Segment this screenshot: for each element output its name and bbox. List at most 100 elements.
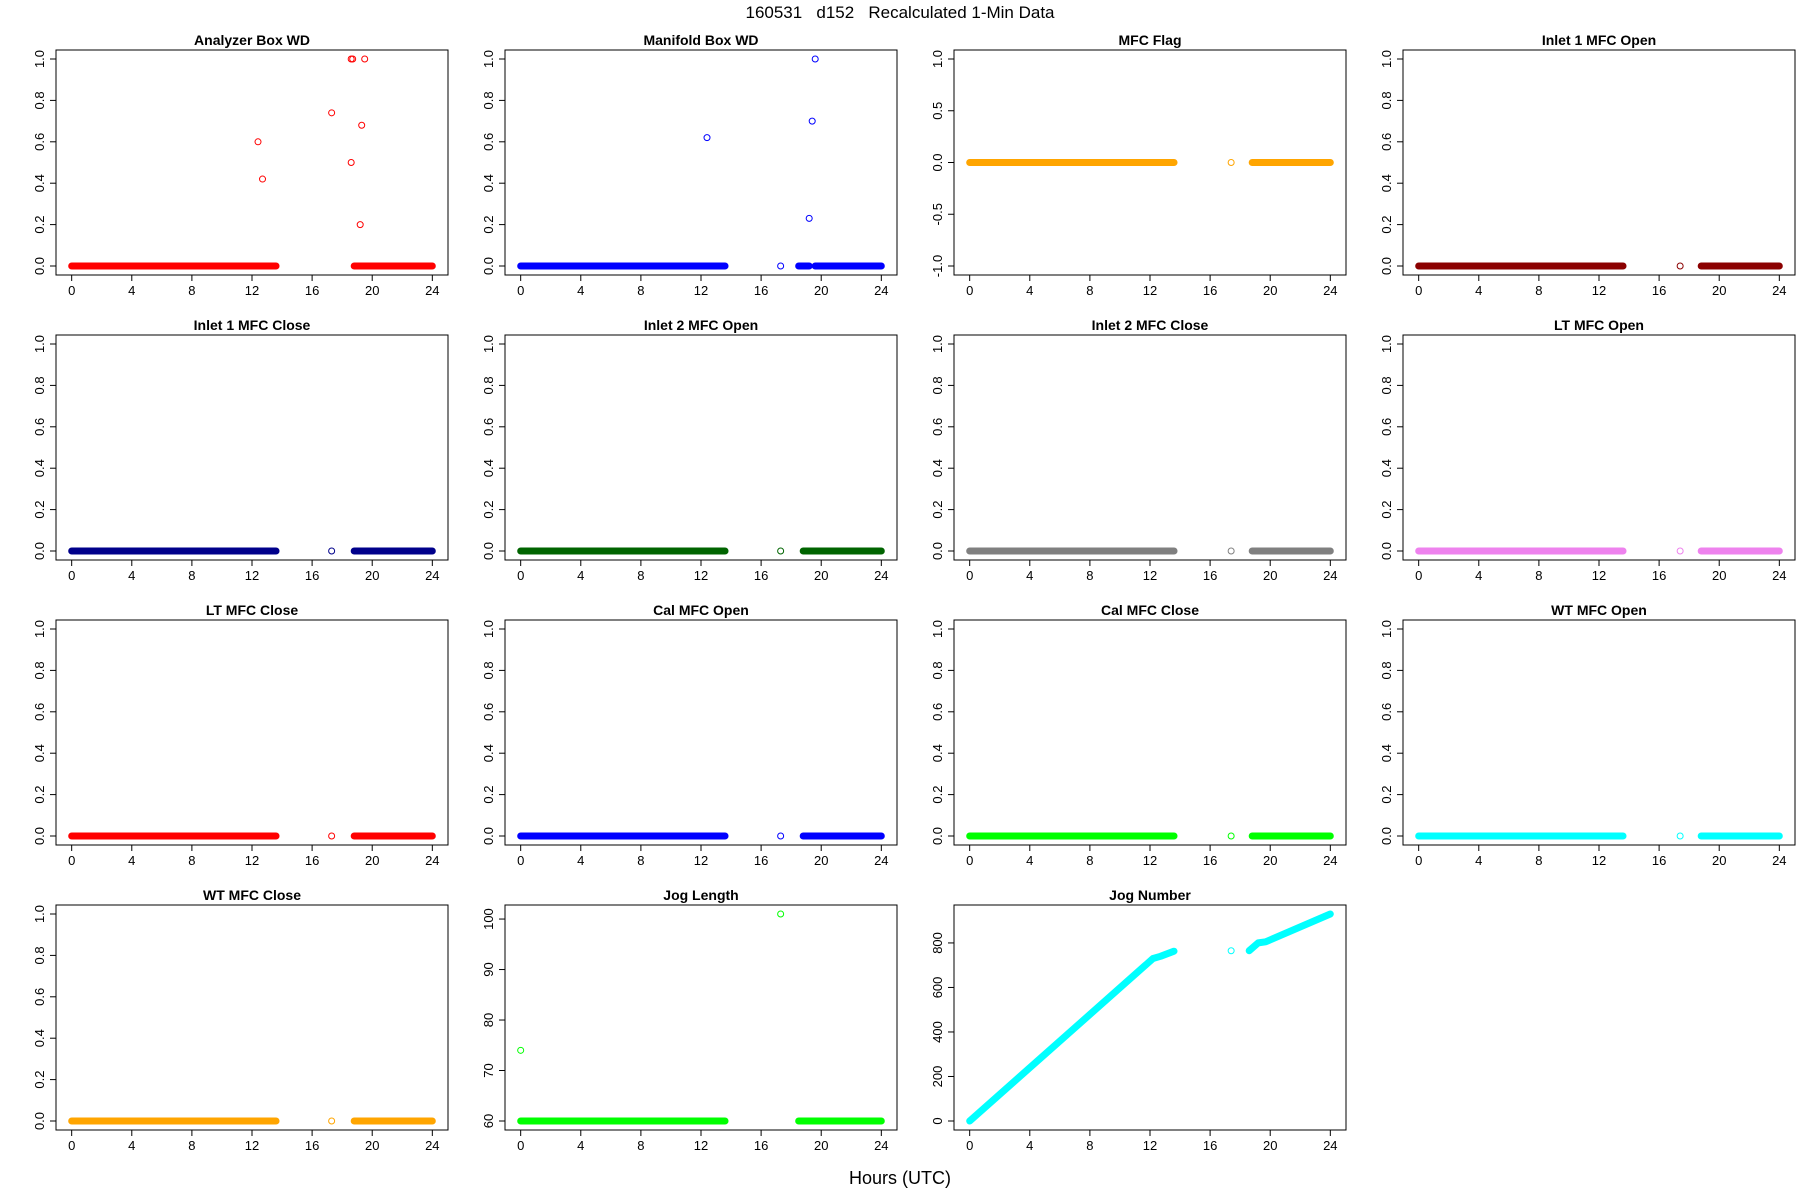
panel-title: WT MFC Open	[1551, 602, 1647, 618]
x-tick-label: 4	[1475, 853, 1482, 868]
y-tick-label: 0.5	[930, 102, 945, 120]
y-tick-label: 90	[481, 962, 496, 976]
y-tick-label: 0.4	[481, 174, 496, 192]
x-tick-label: 4	[577, 1138, 584, 1153]
y-tick-label: 0.4	[32, 744, 47, 762]
panel-11: Cal MFC Close 0 4 8 12 16 20 24 0.0 0.2 0.4 0.6 0.8 1…	[930, 602, 1347, 868]
data-point	[328, 109, 336, 117]
y-tick-label: 0.6	[481, 703, 496, 721]
y-tick-label: 0.4	[930, 459, 945, 477]
data-point	[328, 832, 336, 840]
y-tick-label: 0.6	[1379, 703, 1394, 721]
y-tick-label: 0.8	[481, 91, 496, 109]
x-tick-label: 4	[128, 283, 135, 298]
x-tick-label: 0	[517, 283, 524, 298]
y-tick-label: 0.4	[481, 459, 496, 477]
data-point	[811, 55, 819, 63]
x-tick-label: 4	[128, 568, 135, 583]
x-tick-label: 16	[305, 853, 319, 868]
x-tick-label: 4	[128, 853, 135, 868]
x-tick-label: 20	[365, 568, 379, 583]
panel-13: WT MFC Close 0 4 8 12 16 20 24 0.0 0.2 0.4 0.6 0.8 1.…	[32, 887, 449, 1153]
x-tick-label: 12	[694, 283, 708, 298]
data-layer	[68, 55, 436, 270]
plot-frame	[55, 904, 449, 1131]
x-tick-label: 4	[577, 853, 584, 868]
y-tick-label: 0.6	[481, 418, 496, 436]
x-tick-label: 8	[1086, 283, 1093, 298]
x-tick-label: 24	[874, 853, 888, 868]
panel-5: Inlet 1 MFC Close 0 4 8 12 16 20 24 0.0 0.2 0.4 0.6…	[32, 317, 449, 583]
data-point	[356, 221, 364, 229]
y-tick-label: 1.0	[481, 620, 496, 638]
x-tick-label: 20	[814, 853, 828, 868]
data-layer	[966, 159, 1334, 166]
plot-frame	[504, 334, 898, 561]
y-tick-label: 1.0	[1379, 335, 1394, 353]
y-tick-label: 0.2	[32, 216, 47, 234]
y-tick-label: 0.4	[481, 744, 496, 762]
data-layer	[1415, 547, 1783, 555]
x-tick-label: 4	[1475, 568, 1482, 583]
panel-14: Jog Length 0 4 8 12 16 20 24 60 70 80 90 100	[481, 887, 898, 1153]
x-tick-label: 4	[1026, 568, 1033, 583]
x-tick-label: 4	[1026, 853, 1033, 868]
x-tick-label: 16	[754, 283, 768, 298]
panel-9: LT MFC Close 0 4 8 12 16 20 24 0.0 0.2 0.4 0.6 0.8 1.…	[32, 602, 449, 868]
panel-title: LT MFC Open	[1554, 317, 1644, 333]
panel-10: Cal MFC Open 0 4 8 12 16 20 24 0.0 0.2 0.4 0.6 0.8 1.…	[481, 602, 898, 868]
data-point	[254, 138, 262, 146]
x-tick-label: 8	[1535, 568, 1542, 583]
data-point	[1676, 547, 1684, 555]
y-tick-label: 400	[930, 1021, 945, 1043]
y-tick-label: -1.0	[930, 255, 945, 277]
figure-title: 160531 d152 Recalculated 1-Min Data	[745, 3, 1055, 22]
y-tick-label: 0.4	[930, 744, 945, 762]
x-tick-label: 12	[1143, 853, 1157, 868]
panel-title: Cal MFC Open	[653, 602, 749, 618]
plot-frame	[953, 904, 1347, 1131]
data-layer	[68, 832, 436, 840]
y-tick-label: 0.2	[32, 786, 47, 804]
y-tick-label: 0.0	[481, 257, 496, 275]
x-tick-label: 8	[637, 1138, 644, 1153]
x-tick-label: 24	[1323, 853, 1337, 868]
x-tick-label: 16	[305, 1138, 319, 1153]
y-tick-label: 0.0	[481, 542, 496, 560]
data-point	[1227, 159, 1235, 166]
x-tick-label: 24	[1772, 853, 1786, 868]
x-tick-label: 4	[577, 568, 584, 583]
y-tick-label: 1.0	[32, 335, 47, 353]
y-tick-label: 0.4	[1379, 744, 1394, 762]
y-tick-label: 0	[930, 1117, 945, 1124]
x-tick-label: 8	[637, 568, 644, 583]
x-tick-label: 12	[1143, 568, 1157, 583]
y-tick-label: 0.8	[32, 661, 47, 679]
x-tick-label: 16	[1203, 283, 1217, 298]
x-tick-label: 24	[874, 283, 888, 298]
panel-7: Inlet 2 MFC Close 0 4 8 12 16 20 24 0.0 0.2 0.4 0.6…	[930, 317, 1347, 583]
x-tick-label: 12	[694, 568, 708, 583]
data-line	[966, 947, 1178, 1125]
y-tick-label: -0.5	[930, 203, 945, 225]
x-tick-label: 4	[1475, 283, 1482, 298]
data-point	[777, 910, 785, 918]
data-point	[777, 547, 785, 555]
y-tick-label: 0.0	[1379, 542, 1394, 560]
plot-frame	[953, 334, 1347, 561]
x-tick-label: 16	[1652, 853, 1666, 868]
y-tick-label: 0.2	[1379, 501, 1394, 519]
x-tick-label: 20	[365, 283, 379, 298]
y-tick-label: 0.0	[1379, 827, 1394, 845]
panel-title: LT MFC Close	[206, 602, 299, 618]
y-tick-label: 0.8	[930, 376, 945, 394]
data-layer	[68, 1117, 436, 1125]
x-tick-label: 12	[245, 853, 259, 868]
y-tick-label: 0.6	[930, 703, 945, 721]
panel-title: Jog Length	[663, 887, 738, 903]
x-tick-label: 16	[754, 568, 768, 583]
y-tick-label: 0.4	[32, 1029, 47, 1047]
x-tick-label: 24	[1323, 568, 1337, 583]
x-tick-label: 8	[1535, 283, 1542, 298]
panel-title: Inlet 1 MFC Open	[1542, 32, 1656, 48]
